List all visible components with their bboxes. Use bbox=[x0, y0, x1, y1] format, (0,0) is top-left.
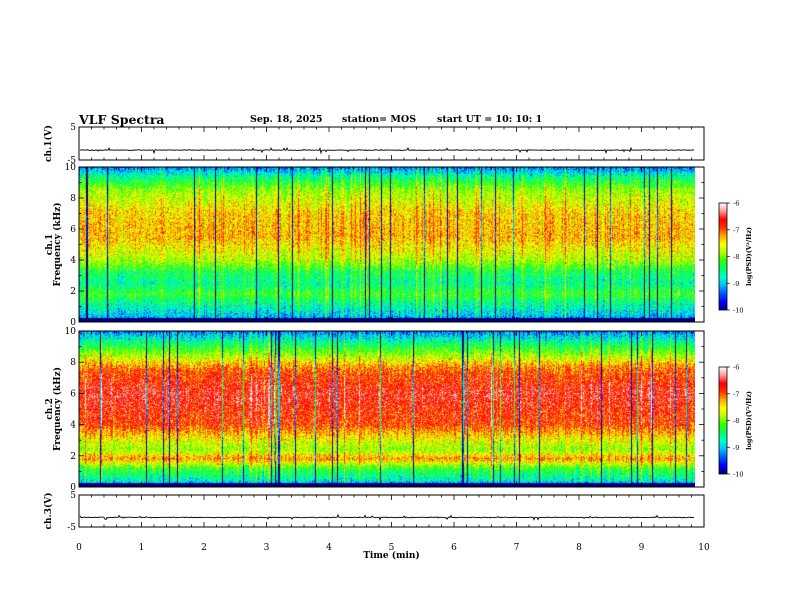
ch2-spectrogram-colorbar bbox=[718, 366, 728, 475]
ch2-spectrogram-ytick-label: 0 bbox=[70, 483, 76, 493]
ch1-spectrogram-ytick-label: 4 bbox=[70, 256, 76, 266]
ch1-voltage-trace-line bbox=[79, 146, 695, 155]
station-label: station= MOS bbox=[342, 114, 417, 125]
ch3-voltage-trace-line bbox=[79, 513, 695, 521]
ch1-spectrogram-ytick-label: 0 bbox=[70, 318, 76, 328]
x-tick-label: 7 bbox=[514, 543, 520, 553]
ch3-voltage-ylabel: ch.3(V) bbox=[43, 493, 54, 530]
ch1-voltage-ytick-label: -5 bbox=[67, 156, 76, 166]
ch2-spectrogram-heatmap-image bbox=[79, 331, 695, 487]
x-tick-label: 10 bbox=[698, 543, 710, 553]
ch1-spectrogram-ytick-label: 6 bbox=[70, 225, 76, 235]
ch1-spectrogram-colorbar-tick-label: -6 bbox=[733, 200, 739, 208]
ch1-spectrogram-ylabel-frequency: Frequency (kHz) bbox=[52, 202, 63, 286]
ch2-spectrogram-colorbar-tick-label: -10 bbox=[733, 471, 743, 479]
x-tick-label: 5 bbox=[389, 543, 395, 553]
ch1-spectrogram-colorbar-tick-label: -7 bbox=[733, 226, 739, 234]
x-tick-label: 8 bbox=[576, 543, 582, 553]
ch1-voltage-ylabel: ch.1(V) bbox=[43, 125, 54, 162]
ch2-spectrogram-ytick-label: 2 bbox=[70, 452, 76, 462]
ch1-spectrogram-ytick-label: 10 bbox=[65, 163, 77, 173]
x-tick-label: 0 bbox=[76, 543, 82, 553]
ch2-spectrogram-colorbar-tick-label: -6 bbox=[733, 364, 739, 372]
ch2-spectrogram-ylabel-channel: ch.2 bbox=[45, 398, 55, 419]
x-tick-label: 4 bbox=[326, 543, 332, 553]
x-tick-label: 9 bbox=[639, 543, 645, 553]
ch1-spectrogram-colorbar-tick-label: -10 bbox=[733, 307, 743, 315]
x-tick-label: 3 bbox=[264, 543, 270, 553]
ch1-spectrogram-colorbar bbox=[718, 202, 728, 311]
ch2-spectrogram-colorbar-tick-label: -8 bbox=[733, 417, 739, 425]
ch2-spectrogram-colorbar-tick-label: -7 bbox=[733, 390, 739, 398]
ch2-spectrogram-ylabel-frequency: Frequency (kHz) bbox=[52, 367, 63, 451]
ch1-spectrogram-heatmap-image bbox=[79, 167, 695, 322]
ch2-spectrogram-colorbar-label: log(PSD)(V²/Hz) bbox=[745, 391, 753, 450]
ch2-spectrogram-ytick-label: 6 bbox=[70, 389, 76, 399]
ch2-spectrogram-ytick-label: 10 bbox=[65, 327, 77, 337]
ch2-spectrogram-ytick-label: 8 bbox=[70, 358, 76, 368]
start-time-label: start UT = 10: 10: 1 bbox=[437, 114, 543, 125]
ch1-spectrogram-ytick-label: 2 bbox=[70, 287, 76, 297]
ch3-voltage-ytick-label: 5 bbox=[70, 491, 76, 501]
x-tick-label: 2 bbox=[201, 543, 207, 553]
ch2-spectrogram-ytick-label: 4 bbox=[70, 421, 76, 431]
plot-title: VLF Spectra bbox=[79, 112, 165, 127]
ch1-spectrogram-colorbar-label: log(PSD)(V²/Hz) bbox=[745, 227, 753, 286]
ch1-spectrogram-colorbar-tick-label: -8 bbox=[733, 253, 739, 261]
ch2-spectrogram-colorbar-tick-label: -9 bbox=[733, 444, 739, 452]
x-tick-label: 6 bbox=[451, 543, 457, 553]
ch1-voltage-ytick-label: 5 bbox=[70, 123, 76, 133]
x-axis-label: Time (min) bbox=[363, 550, 420, 561]
x-tick-label: 1 bbox=[139, 543, 145, 553]
ch1-spectrogram-ylabel-channel: ch.1 bbox=[45, 234, 55, 255]
ch3-voltage-ytick-label: -5 bbox=[67, 523, 76, 533]
date-label: Sep. 18, 2025 bbox=[250, 114, 323, 125]
ch1-spectrogram-colorbar-tick-label: -9 bbox=[733, 280, 739, 288]
ch1-spectrogram-ytick-label: 8 bbox=[70, 194, 76, 204]
